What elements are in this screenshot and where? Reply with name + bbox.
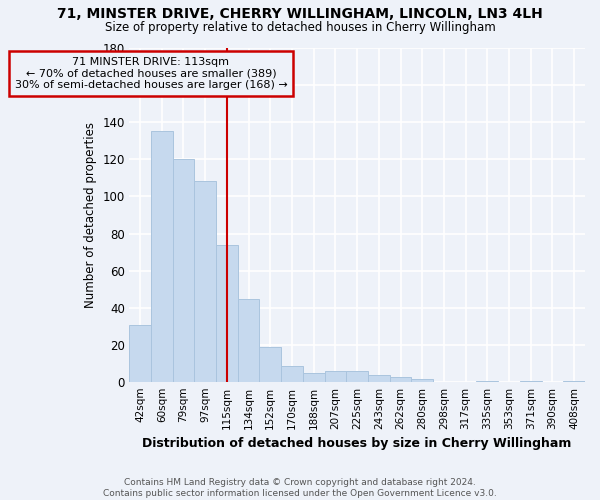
Bar <box>238 298 259 382</box>
Bar <box>259 347 281 382</box>
Bar <box>281 366 303 382</box>
Bar <box>173 159 194 382</box>
Bar <box>412 378 433 382</box>
Bar <box>216 244 238 382</box>
Bar <box>389 377 412 382</box>
Text: 71 MINSTER DRIVE: 113sqm
← 70% of detached houses are smaller (389)
30% of semi-: 71 MINSTER DRIVE: 113sqm ← 70% of detach… <box>14 57 287 90</box>
Bar <box>476 380 498 382</box>
Bar <box>194 182 216 382</box>
Bar <box>346 371 368 382</box>
X-axis label: Distribution of detached houses by size in Cherry Willingham: Distribution of detached houses by size … <box>142 437 572 450</box>
Bar <box>325 371 346 382</box>
Bar <box>368 375 389 382</box>
Bar <box>520 380 542 382</box>
Y-axis label: Number of detached properties: Number of detached properties <box>84 122 97 308</box>
Text: Contains HM Land Registry data © Crown copyright and database right 2024.
Contai: Contains HM Land Registry data © Crown c… <box>103 478 497 498</box>
Bar <box>563 380 585 382</box>
Bar <box>129 324 151 382</box>
Text: Size of property relative to detached houses in Cherry Willingham: Size of property relative to detached ho… <box>104 21 496 34</box>
Bar <box>151 131 173 382</box>
Text: 71, MINSTER DRIVE, CHERRY WILLINGHAM, LINCOLN, LN3 4LH: 71, MINSTER DRIVE, CHERRY WILLINGHAM, LI… <box>57 8 543 22</box>
Bar <box>303 373 325 382</box>
